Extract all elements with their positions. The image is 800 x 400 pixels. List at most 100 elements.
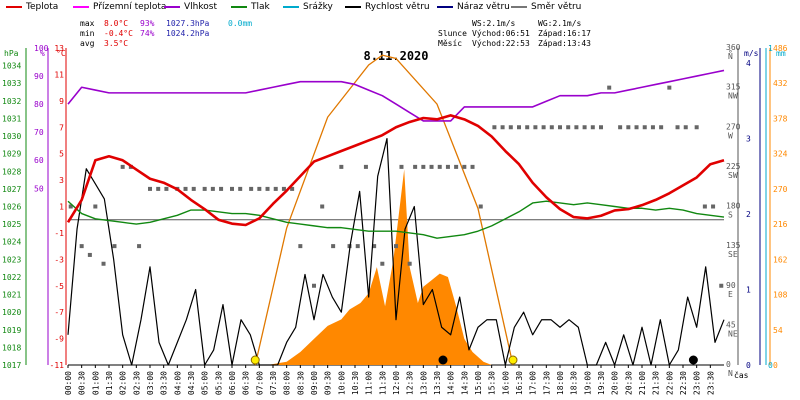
x-tick-label: 12:00 — [392, 371, 401, 395]
wind-dir-point — [281, 186, 286, 191]
wind-dir-point — [566, 125, 571, 130]
wind-dir-point — [500, 125, 505, 130]
hpa-tick-label: 1023 — [2, 255, 21, 264]
stat-moon-label: Měsíc — [438, 39, 463, 48]
wind-dir-point — [164, 186, 169, 191]
wind-dir-point — [454, 164, 459, 169]
x-tick-label: 10:00 — [337, 371, 346, 395]
hpa-axis-label: hPa — [4, 49, 19, 58]
hpa-tick-label: 1025 — [2, 220, 21, 229]
degc-tick-label: -11 — [50, 361, 65, 370]
wind-dir-point — [156, 186, 161, 191]
wind-dir-point — [702, 204, 707, 209]
wind-dir-point — [607, 85, 612, 90]
degc-tick-label: 3 — [59, 176, 64, 185]
wind-dir-point — [68, 204, 73, 209]
stat-sunrise: Východ:06:51 — [472, 29, 530, 38]
stat-min-press: 1024.2hPa — [166, 29, 210, 38]
degc-tick-label: 9 — [59, 97, 64, 106]
sunset-marker — [508, 355, 518, 365]
x-tick-label: 18:30 — [570, 371, 579, 395]
wind-dir-point — [87, 252, 92, 257]
wind-dir-point — [93, 204, 98, 209]
wind-dir-point — [445, 164, 450, 169]
x-tick-label: 22:30 — [679, 371, 688, 395]
x-tick-label: 15:30 — [488, 371, 497, 395]
wind-dir-point — [238, 186, 243, 191]
ms-tick-label: 1 — [746, 286, 751, 295]
wind-dir-point — [407, 261, 412, 266]
wind-dir-point — [719, 283, 724, 288]
degc-tick-label: 7 — [59, 123, 64, 132]
dir-tick-label: N — [728, 369, 733, 378]
stat-min-temp: -0.4°C — [104, 29, 133, 38]
hpa-tick-label: 1022 — [2, 273, 21, 282]
stat-ws: WS:2.1m/s — [472, 19, 516, 28]
deg-tick-label: 225 — [726, 162, 741, 171]
sunrise-marker — [250, 355, 260, 365]
wm2-tick-label: 324 — [773, 150, 788, 159]
wind-dir-point — [429, 164, 434, 169]
x-tick-label: 07:00 — [255, 371, 264, 395]
pct-tick-label: 80 — [34, 100, 44, 109]
humidity-line — [67, 69, 725, 122]
x-tick-label: 01:00 — [91, 371, 100, 395]
hpa-tick-label: 1027 — [2, 185, 21, 194]
x-tick-label: 11:30 — [378, 371, 387, 395]
hpa-tick-label: 1031 — [2, 114, 21, 123]
solar-area — [267, 169, 492, 365]
pct-axis-label: % — [40, 49, 45, 58]
x-tick-label: 12:30 — [406, 371, 415, 395]
hpa-tick-label: 1032 — [2, 97, 21, 106]
wind-dir-point — [265, 186, 270, 191]
x-tick-label: 05:00 — [201, 371, 210, 395]
chart-title: 8.11.2020 — [363, 49, 428, 63]
wind-dir-point — [667, 85, 672, 90]
x-tick-label: 19:30 — [597, 371, 606, 395]
x-tick-label: 15:00 — [474, 371, 483, 395]
moonset-marker — [438, 355, 448, 365]
mm-tick-label: 1 — [768, 44, 773, 53]
x-tick-label: 21:30 — [652, 371, 661, 395]
x-tick-label: 11:00 — [365, 371, 374, 395]
ms-tick-label: 4 — [746, 59, 751, 68]
solar-layer — [254, 54, 514, 366]
sun-path-line — [254, 54, 514, 366]
stats-pressure: 1027.3hPa 1024.2hPa — [166, 19, 209, 39]
marks-layer — [250, 355, 698, 365]
wind-dir-point — [634, 125, 639, 130]
legend-item-wind-gust: Náraz větru — [437, 2, 510, 12]
pct-tick-label: 90 — [34, 72, 44, 81]
x-tick-label: 09:00 — [310, 371, 319, 395]
pct-tick-label: 70 — [34, 128, 44, 137]
deg-tick-label: 360 — [726, 43, 741, 52]
legend-item-ground-temp: Přízemní teplota — [73, 2, 166, 12]
hpa-tick-label: 1017 — [2, 361, 21, 370]
pct-tick-label: 50 — [34, 184, 44, 193]
x-tick-label: 17:30 — [542, 371, 551, 395]
wind-dir-point — [312, 283, 316, 288]
x-tick-label: 13:30 — [433, 371, 442, 395]
stats-humidity: 93% 74% — [140, 19, 154, 39]
stat-moonset: Západ:13:43 — [538, 39, 591, 48]
wind-dir-point — [694, 125, 699, 130]
stat-sun-label: Slunce — [438, 29, 467, 38]
x-tick-label: 13:00 — [419, 371, 428, 395]
legend-item-wind-dir: Směr větru — [511, 2, 581, 12]
temperature-line — [66, 114, 725, 227]
x-tick-label: 23:00 — [693, 371, 702, 395]
wind-dir-point — [273, 186, 278, 191]
x-tick-label: 04:00 — [173, 371, 182, 395]
hpa-tick-label: 1019 — [2, 326, 21, 335]
x-axis-label: čas — [734, 370, 749, 380]
stat-max-press: 1027.3hPa — [166, 19, 210, 28]
wind-dir-point — [339, 164, 344, 169]
dir-tick-label: SW — [728, 171, 738, 180]
dir-tick-label: W — [728, 131, 733, 140]
x-tick-label: 19:00 — [583, 371, 592, 395]
wind-dir-point — [331, 244, 336, 249]
stat-moonrise: Východ:22:53 — [472, 39, 530, 48]
hpa-tick-label: 1020 — [2, 308, 21, 317]
hpa-tick-label: 1028 — [2, 167, 21, 176]
wind-dir-point — [210, 186, 215, 191]
